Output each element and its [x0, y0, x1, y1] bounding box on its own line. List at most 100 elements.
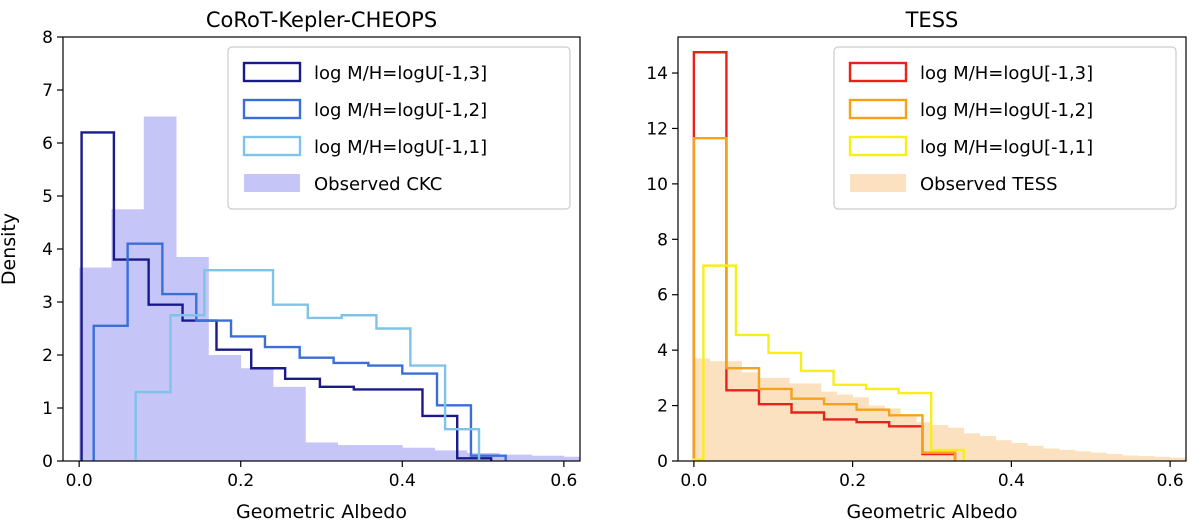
x-tick-label: 0.4	[998, 471, 1025, 491]
tess-plot-marks	[692, 51, 1187, 461]
observed-bar	[369, 445, 403, 461]
observed-bar	[1170, 457, 1187, 461]
tess-legend: log M/H=logU[-1,3] log M/H=logU[-1,2] log …	[833, 46, 1177, 210]
observed-bar	[773, 377, 790, 461]
model-series-step	[92, 242, 507, 461]
observed-bar	[836, 394, 854, 461]
tess-x-axis-label: Geometric Albedo	[847, 501, 1018, 523]
observed-bar	[1043, 448, 1060, 461]
observed-bar	[709, 361, 727, 461]
observed-bar	[499, 454, 532, 461]
observed-bar	[305, 442, 339, 461]
observed-bar	[916, 422, 933, 461]
observed-bar	[1074, 451, 1092, 461]
model-series-step	[692, 264, 965, 461]
panel-tess: 0.0 0.2 0.4 0.6 0 2 4 6 8 10 12 14 TESS Geometric A…	[646, 8, 1187, 523]
observed-bar	[208, 355, 242, 461]
observed-bar	[789, 383, 806, 461]
observed-bar	[466, 453, 500, 461]
observed-bar	[995, 440, 1012, 461]
tess-chart-title: TESS	[905, 8, 959, 32]
y-tick-label: 0	[657, 452, 668, 472]
observed-bar	[757, 377, 774, 461]
observed-bar	[1154, 456, 1171, 461]
ckc-chart-title: CoRoT-Kepler-CHEOPS	[206, 8, 437, 32]
observed-bar	[1090, 452, 1108, 461]
observed-bar	[402, 447, 435, 461]
y-tick-label: 4	[657, 341, 668, 361]
ckc-legend: log M/H=logU[-1,3] log M/H=logU[-1,2] log …	[227, 46, 571, 210]
observed-bar	[240, 368, 274, 461]
model-series-step	[80, 131, 493, 461]
tess-ticks: 0.0 0.2 0.4 0.6 0 2 4 6 8 10 12 14	[646, 64, 1183, 491]
x-tick-label: 0.6	[1157, 471, 1184, 491]
observed-bar	[1011, 442, 1028, 461]
legend-swatch	[850, 174, 906, 192]
observed-bar	[1106, 454, 1123, 461]
legend-box	[833, 46, 1177, 210]
x-tick-label: 0.0	[680, 471, 707, 491]
x-tick-label: 0.2	[839, 471, 866, 491]
x-tick-label: 0.2	[227, 471, 254, 491]
observed-bar	[932, 424, 949, 461]
y-tick-label: 2	[42, 346, 53, 366]
model-series-step	[134, 269, 481, 461]
legend-swatch	[242, 135, 302, 157]
tess-axes-frame	[677, 36, 1187, 462]
observed-bar	[900, 416, 917, 461]
legend-label: Observed TESS	[920, 174, 1058, 195]
y-tick-label: 2	[657, 397, 668, 417]
legend-box	[227, 46, 571, 210]
legend-label: log M/H=logU[-1,2]	[314, 100, 487, 121]
ckc-ticks: 0.0 0.2 0.4 0.6 0 1 2 3 4 5 6 7 8	[42, 28, 577, 491]
ckc-y-axis-label: Density	[0, 213, 20, 285]
legend-label: log M/H=logU[-1,1]	[314, 137, 487, 158]
observed-bar	[693, 358, 711, 461]
y-tick-label: 6	[42, 134, 53, 154]
legend-label: log M/H=logU[-1,3]	[920, 63, 1093, 84]
legend-label: log M/H=logU[-1,2]	[920, 100, 1093, 121]
observed-bar	[868, 405, 885, 461]
observed-bar	[741, 372, 758, 461]
observed-bar	[1138, 456, 1155, 461]
legend-label: Observed CKC	[314, 174, 442, 195]
legend-swatch	[244, 174, 300, 192]
observed-bar	[273, 386, 306, 461]
observed-bar	[1027, 445, 1044, 461]
legend-swatch	[242, 98, 302, 120]
y-tick-label: 10	[646, 175, 668, 195]
observed-bar	[963, 433, 981, 461]
observed-bar	[820, 391, 838, 461]
legend-label: log M/H=logU[-1,1]	[920, 137, 1093, 158]
legend-swatch	[848, 98, 908, 120]
x-tick-label: 0.6	[550, 471, 577, 491]
legend-swatch	[242, 61, 302, 83]
observed-bar	[805, 383, 822, 461]
y-tick-label: 5	[42, 187, 53, 207]
ckc-plot-marks	[79, 116, 581, 461]
observed-bar	[337, 445, 371, 461]
y-tick-label: 3	[42, 293, 53, 313]
y-tick-label: 8	[42, 28, 53, 48]
panel-ckc: 0.0 0.2 0.4 0.6 0 1 2 3 4 5 6 7 8 CoRoT-Kepler-CHEOP…	[0, 8, 581, 523]
observed-bar	[1059, 449, 1076, 461]
y-tick-label: 1	[42, 399, 53, 419]
y-tick-label: 0	[42, 452, 53, 472]
observed-bar	[852, 397, 869, 461]
observed-bar	[563, 456, 581, 461]
observed-bar	[725, 361, 742, 461]
observed-bar	[1122, 455, 1139, 461]
legend-label: log M/H=logU[-1,3]	[314, 63, 487, 84]
observed-bar	[79, 267, 112, 461]
legend-swatch	[848, 135, 908, 157]
y-tick-label: 4	[42, 240, 53, 260]
model-series-step	[692, 136, 957, 461]
x-tick-label: 0.4	[389, 471, 416, 491]
observed-bar	[434, 450, 468, 461]
observed-bar	[979, 436, 996, 461]
y-tick-label: 7	[42, 81, 53, 101]
ckc-x-axis-label: Geometric Albedo	[236, 501, 407, 523]
y-tick-label: 6	[657, 286, 668, 306]
observed-bar	[531, 455, 565, 461]
